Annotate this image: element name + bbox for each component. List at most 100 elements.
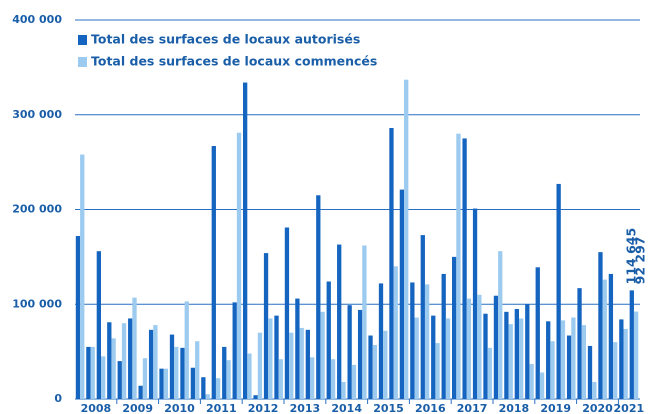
bar (211, 146, 216, 399)
bar (383, 330, 388, 399)
bar (435, 343, 440, 399)
bar (508, 324, 513, 399)
bar (253, 395, 258, 399)
bar (320, 311, 325, 399)
bar (441, 273, 446, 399)
bar (445, 318, 451, 399)
bar (153, 325, 158, 399)
bar (190, 367, 196, 399)
value-label: 114 645 (623, 228, 638, 285)
bar (571, 317, 576, 399)
bar (504, 311, 509, 399)
legend-swatch (78, 35, 87, 45)
bar (378, 283, 384, 399)
bar (142, 358, 148, 399)
bar (399, 189, 405, 399)
bar (205, 394, 210, 399)
bar (138, 385, 143, 399)
x-tick-label: 2014 (331, 402, 362, 414)
value-label: 92 297 (633, 237, 648, 285)
bar (372, 344, 377, 399)
bar (222, 346, 227, 399)
bar (539, 372, 545, 399)
x-tick-label: 2009 (122, 402, 153, 414)
bar (184, 301, 189, 399)
bar (560, 320, 566, 399)
bar (393, 266, 398, 399)
bar (284, 227, 290, 399)
bar (525, 304, 530, 399)
bar (362, 245, 367, 399)
bar (80, 154, 85, 399)
bar (101, 356, 106, 399)
x-tick-label: 2019 (540, 402, 571, 414)
x-tick-label: 2013 (290, 402, 321, 414)
bar (410, 282, 415, 399)
x-tick-label: 2016 (415, 402, 446, 414)
bar (310, 357, 315, 399)
bar (535, 267, 540, 399)
bar (577, 288, 582, 399)
bar (613, 342, 618, 399)
bar (462, 138, 467, 399)
bar (75, 236, 81, 399)
y-tick-label: 400 000 (12, 13, 62, 26)
x-tick-label: 2015 (373, 402, 404, 414)
bar (581, 325, 586, 399)
x-tick-label: 2008 (81, 402, 112, 414)
legend: Total des surfaces de locaux autorisés To… (78, 32, 377, 69)
x-tick-label: 2021 (614, 402, 645, 414)
x-tick-label: 2012 (248, 402, 279, 414)
bar (519, 318, 524, 399)
bar (633, 311, 639, 399)
legend-label: Total des surfaces de locaux commencés (91, 54, 377, 69)
bar (472, 208, 478, 399)
bar (236, 132, 242, 399)
bar (556, 183, 561, 399)
bar (337, 244, 342, 399)
bar (243, 82, 248, 399)
bar (550, 341, 555, 399)
bar (159, 368, 164, 399)
bar (96, 251, 101, 399)
bar (201, 377, 206, 399)
bar (121, 323, 127, 399)
bar (341, 381, 346, 399)
bar (268, 318, 273, 399)
bar (493, 295, 499, 399)
x-tick-label: 2010 (164, 402, 195, 414)
bar (546, 321, 551, 399)
bar (483, 313, 488, 399)
bar (232, 302, 237, 399)
bar (128, 318, 133, 399)
bar (498, 251, 503, 399)
bar (420, 235, 425, 399)
bar (456, 133, 461, 399)
legend-swatch (78, 57, 87, 67)
bar (215, 378, 221, 399)
legend-label: Total des surfaces de locaux autorisés (91, 32, 360, 47)
bar (180, 347, 185, 399)
bar (274, 315, 279, 399)
bar (351, 364, 357, 399)
bar (389, 128, 394, 399)
bar (466, 298, 472, 399)
bar (289, 332, 294, 399)
bar (529, 363, 534, 399)
bar (195, 341, 200, 399)
x-tick-label: 2018 (499, 402, 530, 414)
bar (608, 273, 614, 399)
bar (278, 359, 283, 399)
bar (132, 297, 137, 399)
bar (487, 347, 492, 399)
bar (163, 368, 168, 399)
bar (107, 322, 112, 399)
bar (452, 256, 457, 399)
bar (347, 305, 352, 399)
y-tick-label: 100 000 (12, 297, 62, 310)
bar (431, 315, 436, 399)
bar (86, 346, 91, 399)
bar (295, 298, 300, 399)
bar (111, 338, 116, 399)
bar (592, 381, 597, 399)
